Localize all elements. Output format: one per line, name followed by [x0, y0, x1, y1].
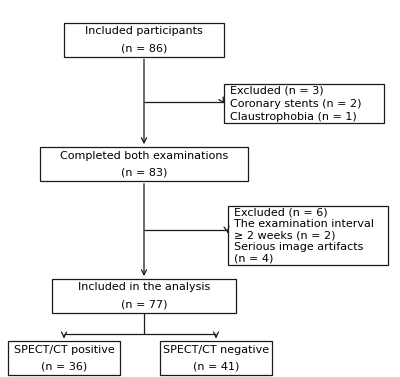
Bar — [228, 207, 388, 265]
Text: (n = 86): (n = 86) — [121, 43, 167, 53]
Text: (n = 4): (n = 4) — [234, 254, 273, 264]
Text: Included in the analysis: Included in the analysis — [78, 282, 210, 293]
Text: (n = 41): (n = 41) — [193, 362, 239, 372]
Text: Serious image artifacts: Serious image artifacts — [234, 242, 363, 252]
Text: SPECT/CT positive: SPECT/CT positive — [14, 345, 114, 355]
Text: SPECT/CT negative: SPECT/CT negative — [163, 345, 269, 355]
Bar — [52, 279, 236, 313]
Text: Claustrophobia (n = 1): Claustrophobia (n = 1) — [230, 112, 357, 122]
Text: Excluded (n = 3): Excluded (n = 3) — [230, 86, 324, 95]
Bar — [224, 84, 384, 124]
Text: ≥ 2 weeks (n = 2): ≥ 2 weeks (n = 2) — [234, 231, 336, 241]
Text: Coronary stents (n = 2): Coronary stents (n = 2) — [230, 99, 362, 109]
Bar — [64, 23, 224, 57]
Text: Completed both examinations: Completed both examinations — [60, 150, 228, 161]
Text: The examination interval: The examination interval — [234, 219, 374, 229]
Text: Excluded (n = 6): Excluded (n = 6) — [234, 207, 328, 217]
Bar — [160, 341, 272, 375]
Text: Included participants: Included participants — [85, 26, 203, 36]
Bar — [40, 147, 248, 181]
Text: (n = 77): (n = 77) — [121, 299, 167, 310]
Bar — [8, 341, 120, 375]
Text: (n = 83): (n = 83) — [121, 167, 167, 178]
Text: (n = 36): (n = 36) — [41, 362, 87, 372]
